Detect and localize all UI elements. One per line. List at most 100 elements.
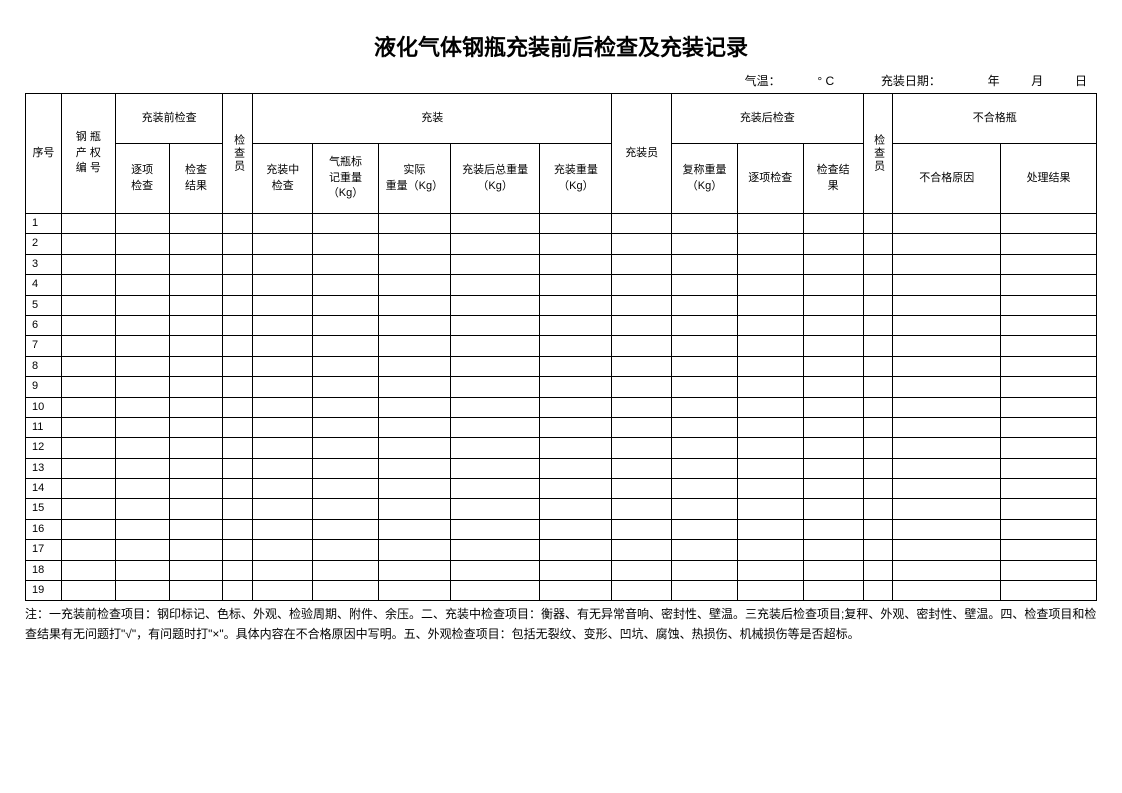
data-cell xyxy=(61,336,115,356)
data-cell xyxy=(737,254,803,274)
data-cell xyxy=(863,356,893,376)
col-marked-weight: 气瓶标 记重量 （Kg） xyxy=(313,144,379,214)
data-cell xyxy=(223,397,253,417)
data-cell xyxy=(61,214,115,234)
data-cell xyxy=(540,499,612,519)
data-cell xyxy=(893,214,1001,234)
data-cell xyxy=(803,479,863,499)
data-cell xyxy=(313,377,379,397)
data-cell xyxy=(893,458,1001,478)
data-cell xyxy=(540,315,612,335)
data-cell xyxy=(540,254,612,274)
data-cell xyxy=(612,397,672,417)
data-cell xyxy=(893,519,1001,539)
data-cell xyxy=(169,214,223,234)
data-cell xyxy=(253,560,313,580)
data-cell xyxy=(612,254,672,274)
data-cell xyxy=(803,540,863,560)
table-row: 18 xyxy=(26,560,1097,580)
data-cell xyxy=(803,214,863,234)
data-cell xyxy=(672,479,738,499)
col-item-check2: 逐项检查 xyxy=(737,144,803,214)
table-row: 9 xyxy=(26,377,1097,397)
data-cell xyxy=(737,438,803,458)
data-cell xyxy=(450,519,540,539)
data-cell xyxy=(672,377,738,397)
data-cell xyxy=(378,560,450,580)
data-cell xyxy=(223,336,253,356)
data-cell xyxy=(612,275,672,295)
data-cell xyxy=(672,560,738,580)
data-cell xyxy=(803,315,863,335)
data-cell xyxy=(450,214,540,234)
data-cell xyxy=(223,519,253,539)
data-cell xyxy=(223,438,253,458)
data-cell xyxy=(115,458,169,478)
data-cell xyxy=(115,519,169,539)
data-cell xyxy=(893,499,1001,519)
data-cell xyxy=(1001,295,1097,315)
col-inspector2: 检查员 xyxy=(863,94,893,214)
data-cell xyxy=(540,479,612,499)
data-cell xyxy=(253,234,313,254)
data-cell xyxy=(378,356,450,376)
data-cell xyxy=(1001,275,1097,295)
data-cell xyxy=(1001,519,1097,539)
data-cell xyxy=(803,581,863,601)
data-cell xyxy=(253,336,313,356)
data-cell xyxy=(737,214,803,234)
data-cell xyxy=(169,499,223,519)
data-cell xyxy=(737,458,803,478)
data-cell xyxy=(253,254,313,274)
data-cell xyxy=(672,275,738,295)
data-cell xyxy=(223,275,253,295)
data-cell xyxy=(253,417,313,437)
data-cell xyxy=(223,479,253,499)
data-cell xyxy=(450,377,540,397)
date-label: 充装日期： xyxy=(881,72,941,89)
data-cell xyxy=(540,234,612,254)
data-cell xyxy=(115,295,169,315)
data-cell xyxy=(378,214,450,234)
data-cell xyxy=(540,336,612,356)
data-cell xyxy=(313,254,379,274)
data-cell xyxy=(672,499,738,519)
data-cell xyxy=(1001,560,1097,580)
year-label: 年 xyxy=(988,72,1000,89)
table-row: 2 xyxy=(26,234,1097,254)
data-cell xyxy=(672,295,738,315)
data-cell xyxy=(612,438,672,458)
data-cell xyxy=(1001,581,1097,601)
data-cell xyxy=(169,295,223,315)
data-cell xyxy=(313,295,379,315)
data-cell xyxy=(803,458,863,478)
data-cell xyxy=(313,581,379,601)
data-cell xyxy=(863,315,893,335)
col-fill-weight: 充装重量 （Kg） xyxy=(540,144,612,214)
data-cell xyxy=(115,499,169,519)
data-cell xyxy=(612,377,672,397)
col-item-check: 逐项 检查 xyxy=(115,144,169,214)
seq-cell: 1 xyxy=(26,214,62,234)
table-row: 12 xyxy=(26,438,1097,458)
seq-cell: 15 xyxy=(26,499,62,519)
data-cell xyxy=(378,458,450,478)
data-cell xyxy=(223,581,253,601)
data-cell xyxy=(540,417,612,437)
data-cell xyxy=(672,356,738,376)
footnote: 注：一充装前检查项目：钢印标记、色标、外观、检验周期、附件、余压。二、充装中检查… xyxy=(25,605,1097,643)
data-cell xyxy=(672,397,738,417)
data-cell xyxy=(450,438,540,458)
data-cell xyxy=(378,377,450,397)
data-cell xyxy=(223,214,253,234)
col-reweigh: 复称重量 （Kg） xyxy=(672,144,738,214)
data-cell xyxy=(540,275,612,295)
data-cell xyxy=(61,315,115,335)
data-cell xyxy=(169,315,223,335)
data-cell xyxy=(450,540,540,560)
data-cell xyxy=(863,458,893,478)
data-cell xyxy=(863,560,893,580)
data-cell xyxy=(115,315,169,335)
table-row: 11 xyxy=(26,417,1097,437)
data-cell xyxy=(313,540,379,560)
